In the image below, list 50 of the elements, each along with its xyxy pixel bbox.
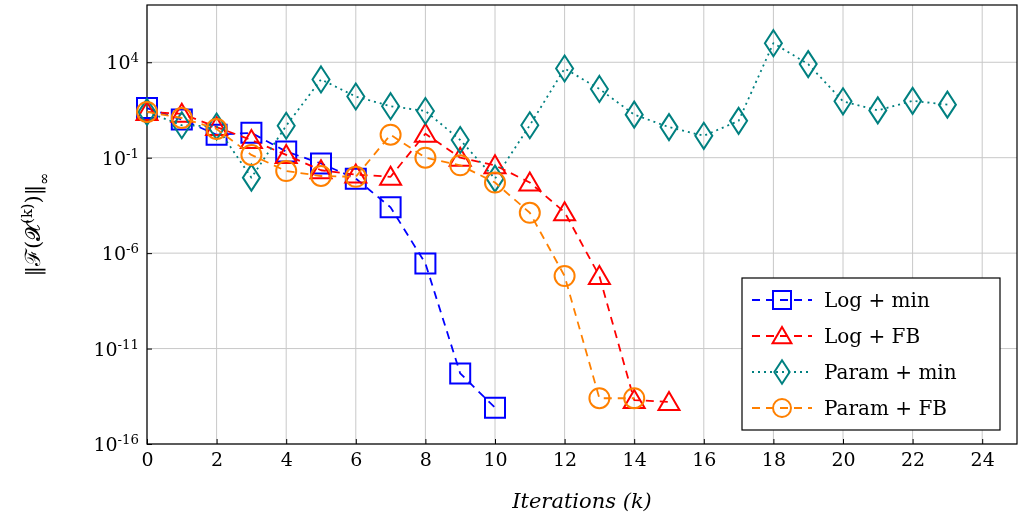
y-tick-label: 10$^{-6}$ (101, 240, 139, 265)
y-tick-label: 10$^{-1}$ (101, 145, 139, 169)
point (553, 201, 577, 222)
point (379, 123, 402, 146)
point (309, 159, 333, 180)
point (413, 122, 437, 143)
legend-label: Log + FB (824, 324, 921, 348)
point (239, 128, 263, 149)
point (657, 390, 681, 411)
point (205, 123, 228, 146)
x-tick-label: 14 (622, 448, 647, 470)
x-tick-label: 16 (692, 448, 717, 470)
x-tick-label: 12 (553, 448, 578, 470)
x-tick-label: 24 (970, 448, 995, 470)
point (484, 171, 506, 194)
y-tick-label: 10$^{-11}$ (93, 336, 139, 360)
point (518, 201, 541, 224)
x-tick-label: 18 (761, 448, 786, 470)
point (170, 102, 194, 123)
x-tick-label: 8 (419, 448, 432, 470)
point (275, 160, 298, 183)
y-tick-label: 10$^{-16}$ (93, 431, 139, 456)
x-tick-label: 6 (350, 448, 363, 470)
point (449, 362, 472, 385)
point (414, 146, 437, 169)
point (449, 154, 472, 177)
point (240, 143, 263, 166)
x-tick-label: 4 (280, 448, 293, 470)
x-tick-label: 2 (211, 448, 224, 470)
point (379, 165, 403, 186)
point (448, 146, 472, 167)
legend-label: Param + min (824, 360, 957, 384)
point (240, 121, 263, 144)
legend-label: Log + min (824, 288, 930, 312)
point (553, 265, 576, 288)
x-tick-label: 0 (141, 448, 154, 470)
point (484, 396, 506, 419)
point (310, 152, 332, 175)
point (588, 387, 611, 410)
point (310, 165, 332, 187)
x-tick-label: 10 (483, 448, 508, 470)
x-axis-title: Iterations (k) (511, 489, 652, 513)
legend-label: Param + FB (824, 396, 947, 420)
x-tick-label: 20 (831, 448, 856, 470)
point (587, 265, 611, 286)
x-tick-label: 22 (901, 448, 926, 470)
y-tick-label: 10$^{4}$ (106, 49, 139, 74)
point (518, 171, 542, 192)
point (414, 252, 437, 275)
point (379, 196, 402, 219)
